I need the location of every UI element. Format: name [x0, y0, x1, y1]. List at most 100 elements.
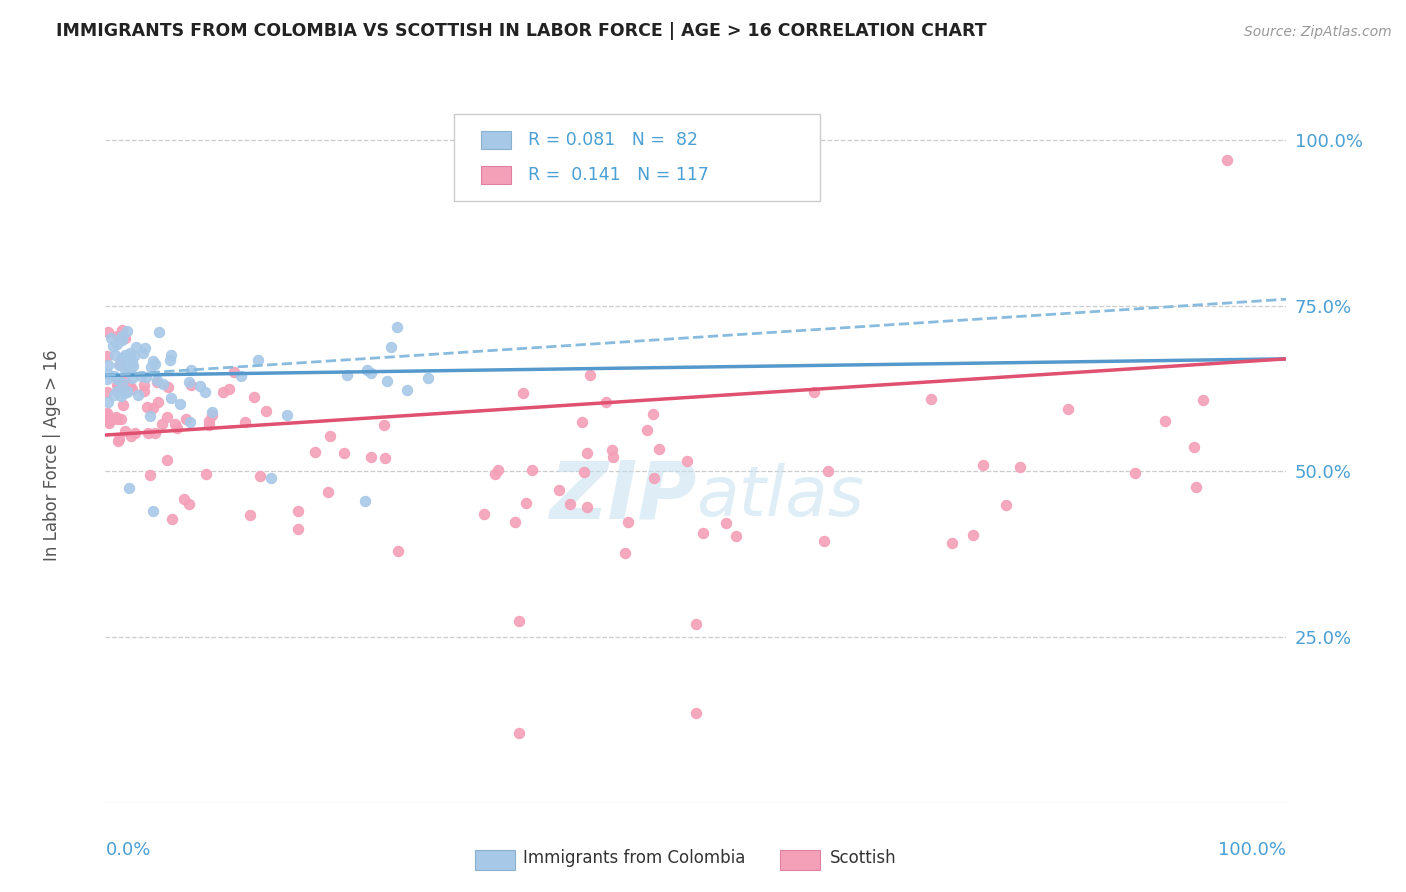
Point — [239, 508, 262, 522]
Point — [304, 445, 326, 459]
Point — [676, 454, 699, 468]
Point — [247, 352, 270, 367]
Point — [110, 412, 132, 426]
Point — [229, 368, 252, 383]
Point — [636, 423, 658, 437]
Point — [418, 371, 440, 385]
Point — [558, 498, 581, 512]
Point — [380, 340, 402, 354]
Point — [472, 508, 495, 522]
Point — [121, 359, 143, 373]
Point — [148, 325, 170, 339]
Point — [96, 407, 118, 421]
Point — [117, 355, 139, 369]
Point — [132, 346, 155, 360]
Point — [360, 450, 382, 464]
Point — [121, 371, 143, 385]
Point — [218, 382, 240, 396]
Point — [122, 349, 145, 363]
Point — [276, 409, 298, 423]
Point — [97, 395, 120, 409]
Text: IMMIGRANTS FROM COLOMBIA VS SCOTTISH IN LABOR FORCE | AGE > 16 CORRELATION CHART: IMMIGRANTS FROM COLOMBIA VS SCOTTISH IN … — [56, 22, 987, 40]
Point — [200, 408, 222, 422]
Point — [96, 385, 118, 400]
Point — [260, 471, 283, 485]
Point — [173, 492, 195, 507]
Point — [336, 368, 359, 382]
Point — [139, 360, 162, 375]
Point — [180, 377, 202, 392]
Point — [174, 411, 197, 425]
Point — [107, 358, 129, 372]
Point — [103, 369, 125, 384]
Point — [105, 329, 128, 343]
Point — [132, 377, 155, 392]
FancyBboxPatch shape — [454, 114, 820, 201]
Point — [124, 340, 146, 354]
Point — [134, 384, 156, 398]
Point — [194, 384, 217, 399]
Text: Immigrants from Colombia: Immigrants from Colombia — [523, 849, 745, 867]
Point — [111, 323, 134, 337]
Text: R = 0.081   N =  82: R = 0.081 N = 82 — [529, 131, 699, 149]
Point — [101, 339, 124, 353]
Point — [224, 365, 246, 379]
Point — [150, 417, 173, 431]
Point — [249, 468, 271, 483]
Point — [360, 366, 382, 380]
Point — [254, 404, 277, 418]
Point — [714, 516, 737, 531]
Point — [602, 450, 624, 464]
Point — [115, 384, 138, 399]
Point — [96, 349, 118, 363]
Point — [188, 379, 211, 393]
Point — [166, 421, 188, 435]
Point — [134, 341, 156, 355]
Point — [104, 410, 127, 425]
Point — [107, 384, 129, 399]
Point — [595, 395, 617, 409]
Point — [142, 354, 165, 368]
Point — [146, 373, 169, 387]
Point — [114, 385, 136, 400]
Point — [115, 384, 138, 398]
Point — [114, 386, 136, 401]
Point — [685, 616, 707, 631]
Point — [105, 372, 128, 386]
Text: In Labor Force | Age > 16: In Labor Force | Age > 16 — [44, 349, 62, 561]
Point — [112, 372, 135, 386]
Point — [316, 485, 339, 500]
Point — [169, 397, 191, 411]
Point — [508, 614, 530, 628]
Point — [803, 384, 825, 399]
Point — [201, 405, 224, 419]
Point — [1182, 440, 1205, 454]
Point — [96, 409, 118, 424]
Point — [572, 465, 595, 479]
Point — [396, 384, 419, 398]
Point — [142, 504, 165, 518]
Point — [112, 360, 135, 375]
Point — [110, 389, 132, 403]
Point — [115, 359, 138, 373]
Text: R =  0.141   N = 117: R = 0.141 N = 117 — [529, 166, 709, 184]
Point — [1216, 153, 1239, 167]
Point — [152, 376, 174, 391]
Point — [162, 512, 184, 526]
Point — [643, 471, 665, 485]
Point — [515, 496, 537, 510]
Point — [96, 406, 118, 420]
Point — [385, 319, 408, 334]
Point — [108, 432, 131, 446]
Point — [97, 409, 120, 424]
Point — [124, 425, 146, 440]
Point — [120, 379, 142, 393]
Point — [114, 331, 136, 345]
FancyBboxPatch shape — [481, 166, 510, 184]
Point — [813, 534, 835, 549]
Point — [96, 372, 118, 386]
Point — [375, 374, 398, 388]
Point — [121, 355, 143, 369]
Point — [111, 333, 134, 347]
Point — [110, 376, 132, 391]
